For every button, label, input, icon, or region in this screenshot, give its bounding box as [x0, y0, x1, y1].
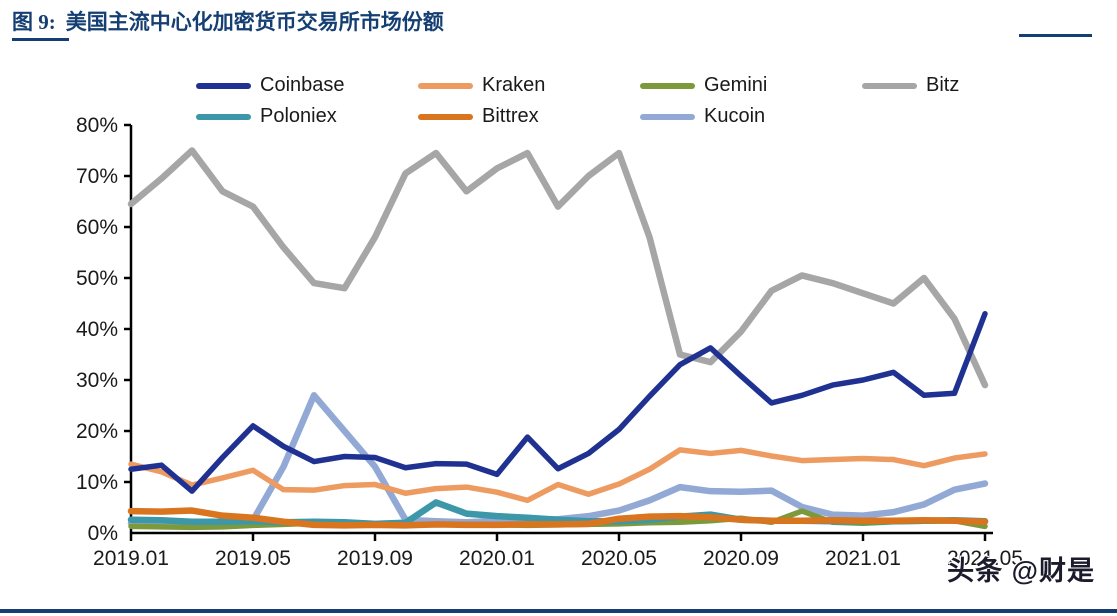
legend-item-kraken[interactable]: Kraken	[418, 74, 545, 97]
chart-series-group	[127, 147, 989, 531]
legend-label: Gemini	[704, 74, 768, 96]
legend-label: Poloniex	[260, 105, 337, 127]
legend-swatch-icon	[640, 113, 695, 120]
legend-label: Kraken	[482, 74, 546, 96]
y-axis-tick-label: 0%	[88, 522, 118, 545]
y-axis-tick-label: 50%	[76, 267, 118, 290]
y-axis-tick-label: 20%	[76, 420, 118, 443]
figure-title-text: 美国主流中心化加密货币交易所市场份额	[65, 10, 444, 34]
figure-number: 图 9:	[12, 10, 56, 34]
series-line-kraken	[128, 447, 988, 504]
page-title: 图 9: 美国主流中心化加密货币交易所市场份额	[12, 6, 444, 36]
legend-label: Kucoin	[704, 105, 766, 127]
x-axis-tick-label: 2019.09	[337, 547, 413, 570]
header-right-rule	[1019, 34, 1092, 37]
y-axis-tick-label: 70%	[76, 165, 118, 188]
legend-item-poloniex[interactable]: Poloniex	[196, 105, 337, 128]
x-axis: 2019.01 2019.05 2019.09 2020.01 2020.05 2020.…	[93, 531, 1023, 570]
series-line-kucoin	[127, 392, 989, 530]
legend-item-coinbase[interactable]: Coinbase	[196, 74, 345, 97]
x-axis-tick-label: 2020.05	[581, 547, 657, 570]
legend-label: Bitz	[926, 74, 960, 96]
legend-swatch-icon	[196, 113, 251, 120]
x-axis-tick-label: 2019.01	[93, 547, 169, 570]
series-line-bittrex	[127, 507, 989, 529]
legend-item-bitz[interactable]: Bitz	[862, 74, 959, 97]
legend-row: Poloniex Bittrex Kucoin	[196, 101, 996, 132]
legend-swatch-icon	[418, 82, 473, 89]
x-axis-tick-label: 2020.01	[459, 547, 535, 570]
y-axis-tick-label: 30%	[76, 369, 118, 392]
title-underline-rule	[12, 38, 69, 41]
x-axis-tick-label: 2019.05	[215, 547, 291, 570]
legend-swatch-icon	[196, 82, 251, 89]
watermark: 头条 @财是	[947, 556, 1095, 586]
y-axis: 0% 10% 20% 30% 40% 50% 60% 70% 80%	[76, 114, 133, 545]
legend-row: Coinbase Kraken Gemini Bitz	[196, 70, 996, 101]
legend-label: Bittrex	[482, 105, 539, 127]
legend-label: Coinbase	[260, 74, 345, 96]
chart-legend: Coinbase Kraken Gemini Bitz Poloniex Bittrex K…	[196, 70, 996, 132]
series-line-bitz	[127, 147, 989, 389]
legend-swatch-icon	[418, 113, 473, 120]
y-axis-tick-label: 10%	[76, 471, 118, 494]
y-axis-tick-label: 40%	[76, 318, 118, 341]
series-line-poloniex	[127, 499, 989, 528]
x-axis-tick-label: 2020.09	[703, 547, 779, 570]
legend-swatch-icon	[862, 82, 917, 89]
legend-swatch-icon	[640, 82, 695, 89]
series-line-coinbase	[128, 310, 988, 494]
footer-rule	[0, 609, 1117, 613]
legend-item-kucoin[interactable]: Kucoin	[640, 105, 765, 128]
x-axis-tick-label: 2021.01	[825, 547, 901, 570]
legend-item-gemini[interactable]: Gemini	[640, 74, 767, 97]
series-line-gemini	[128, 508, 988, 531]
figure-header: 图 9: 美国主流中心化加密货币交易所市场份额	[0, 0, 1117, 56]
y-axis-tick-label: 80%	[76, 114, 118, 137]
legend-item-bittrex[interactable]: Bittrex	[418, 105, 539, 128]
y-axis-tick-label: 60%	[76, 216, 118, 239]
